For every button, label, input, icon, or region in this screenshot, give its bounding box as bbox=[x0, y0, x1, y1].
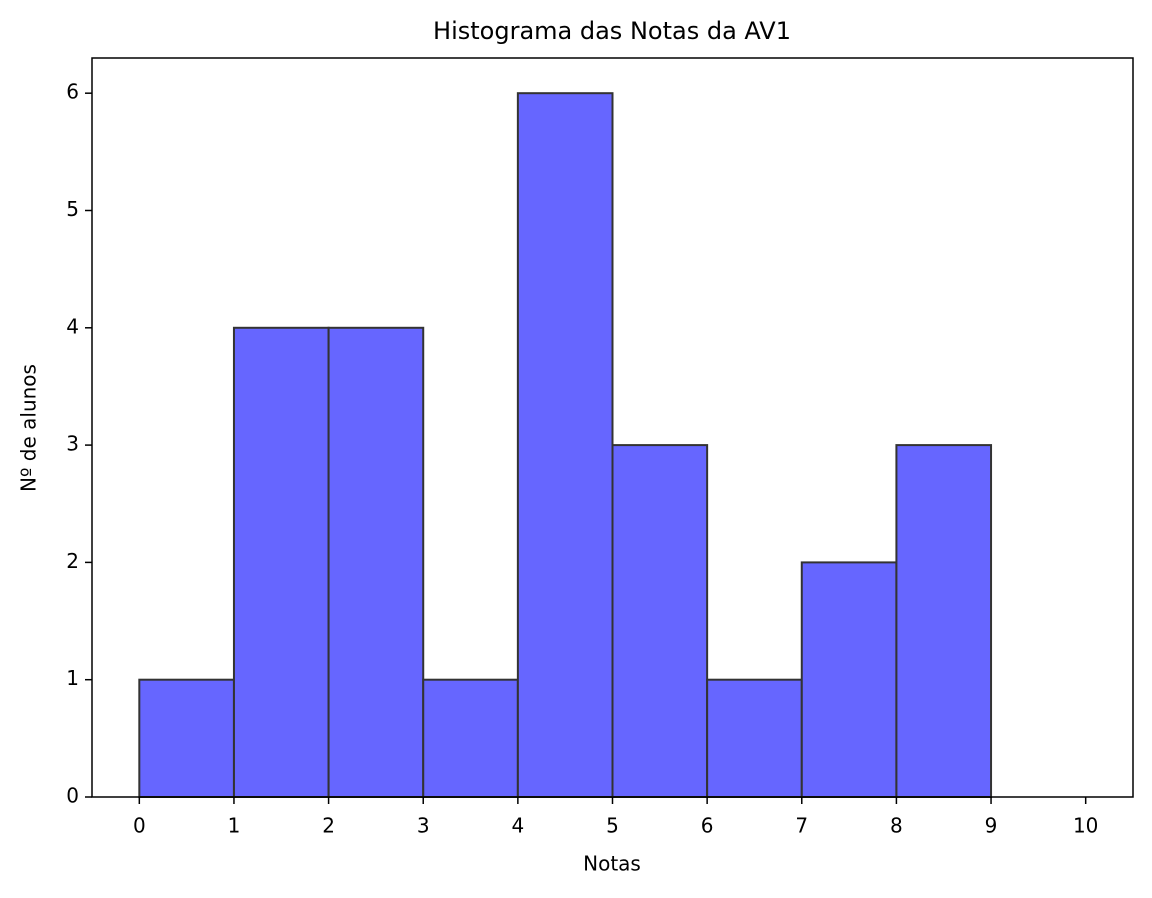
y-tick-label: 6 bbox=[66, 80, 79, 104]
bar bbox=[138, 678, 235, 799]
x-tick-label: 8 bbox=[890, 814, 903, 838]
y-tick-label: 4 bbox=[66, 314, 79, 338]
bar bbox=[516, 92, 614, 798]
y-tick-label: 1 bbox=[66, 666, 79, 690]
x-axis-label: Notas bbox=[583, 852, 641, 876]
x-tick-label: 10 bbox=[1073, 814, 1098, 838]
bar bbox=[800, 561, 898, 799]
chart-title: Histograma das Notas da AV1 bbox=[433, 17, 791, 45]
x-tick-label: 7 bbox=[795, 814, 808, 838]
bar bbox=[422, 678, 519, 799]
y-tick-label: 3 bbox=[66, 432, 79, 456]
x-tick-label: 3 bbox=[417, 814, 430, 838]
x-tick-label: 1 bbox=[228, 814, 241, 838]
bar bbox=[327, 326, 425, 798]
x-tick-label: 4 bbox=[511, 814, 524, 838]
y-tick-label: 2 bbox=[66, 549, 79, 573]
x-tick-label: 6 bbox=[701, 814, 714, 838]
x-tick-label: 0 bbox=[133, 814, 146, 838]
bar bbox=[706, 678, 803, 799]
bar bbox=[895, 444, 993, 798]
y-tick-label: 0 bbox=[66, 784, 79, 808]
bar bbox=[232, 326, 330, 798]
x-tick-label: 5 bbox=[606, 814, 619, 838]
bar bbox=[611, 444, 709, 798]
x-tick-label: 2 bbox=[322, 814, 335, 838]
y-axis-label: Nº de alunos bbox=[17, 364, 41, 492]
x-tick-label: 9 bbox=[985, 814, 998, 838]
y-tick-label: 5 bbox=[66, 197, 79, 221]
